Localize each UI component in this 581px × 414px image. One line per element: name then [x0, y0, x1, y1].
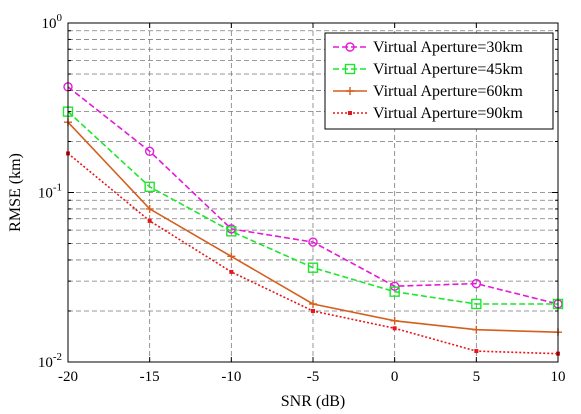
data-point — [390, 316, 399, 325]
series-group — [62, 82, 564, 356]
x-tick-label: 10 — [551, 369, 566, 385]
y-axis-label: RMSE (km) — [7, 153, 24, 232]
x-tick-label: 0 — [391, 369, 399, 385]
data-point — [392, 326, 397, 331]
data-point — [145, 204, 154, 213]
legend-label: Virtual Aperture=60km — [373, 83, 523, 100]
data-point — [226, 226, 237, 237]
legend: Virtual Aperture=30km Virtual Aperture=45… — [324, 32, 554, 130]
x-tick-label: -10 — [221, 369, 241, 385]
x-tick-label: 5 — [473, 369, 481, 385]
data-point — [346, 87, 354, 95]
data-point — [311, 308, 315, 313]
x-tick-label: -15 — [140, 369, 160, 385]
data-point — [147, 218, 152, 223]
data-point — [471, 278, 482, 289]
series-3 — [64, 118, 562, 337]
legend-label: Virtual Aperture=90km — [373, 105, 523, 122]
data-point — [229, 269, 234, 274]
data-point — [389, 286, 400, 297]
data-point — [471, 298, 482, 310]
data-point — [144, 146, 155, 157]
legend-entry: Virtual Aperture=30km — [333, 39, 523, 56]
y-tick-label: 10-1 — [38, 182, 62, 202]
y-tick-label: 100 — [42, 12, 63, 32]
axes-ticks — [67, 22, 559, 363]
series-line — [67, 86, 559, 305]
data-point — [389, 281, 400, 291]
x-axis-label: SNR (dB) — [281, 393, 345, 410]
y-tick-label: 10-2 — [38, 351, 62, 371]
legend-label: Virtual Aperture=45km — [373, 61, 523, 78]
data-point — [348, 111, 352, 115]
data-point — [227, 252, 236, 261]
legend-entry: Virtual Aperture=90km — [333, 105, 523, 122]
data-point — [345, 42, 355, 52]
legend-entry: Virtual Aperture=60km — [333, 83, 523, 100]
data-point — [474, 349, 479, 354]
series-line — [67, 111, 558, 305]
data-point — [344, 63, 356, 75]
legend-label: Virtual Aperture=30km — [373, 39, 523, 56]
x-tick-label: -5 — [307, 369, 320, 385]
data-point — [144, 181, 155, 193]
y-tick-labels: 100 10-1 10-2 — [38, 12, 63, 371]
data-point — [309, 299, 317, 308]
x-tick-labels: -20 -15 -10 -5 0 5 10 — [58, 369, 566, 385]
data-point — [472, 325, 481, 334]
series-2 — [62, 106, 564, 310]
data-point — [308, 237, 318, 247]
x-tick-label: -20 — [58, 369, 78, 385]
data-point — [307, 262, 319, 273]
legend-entry: Virtual Aperture=45km — [333, 61, 523, 78]
